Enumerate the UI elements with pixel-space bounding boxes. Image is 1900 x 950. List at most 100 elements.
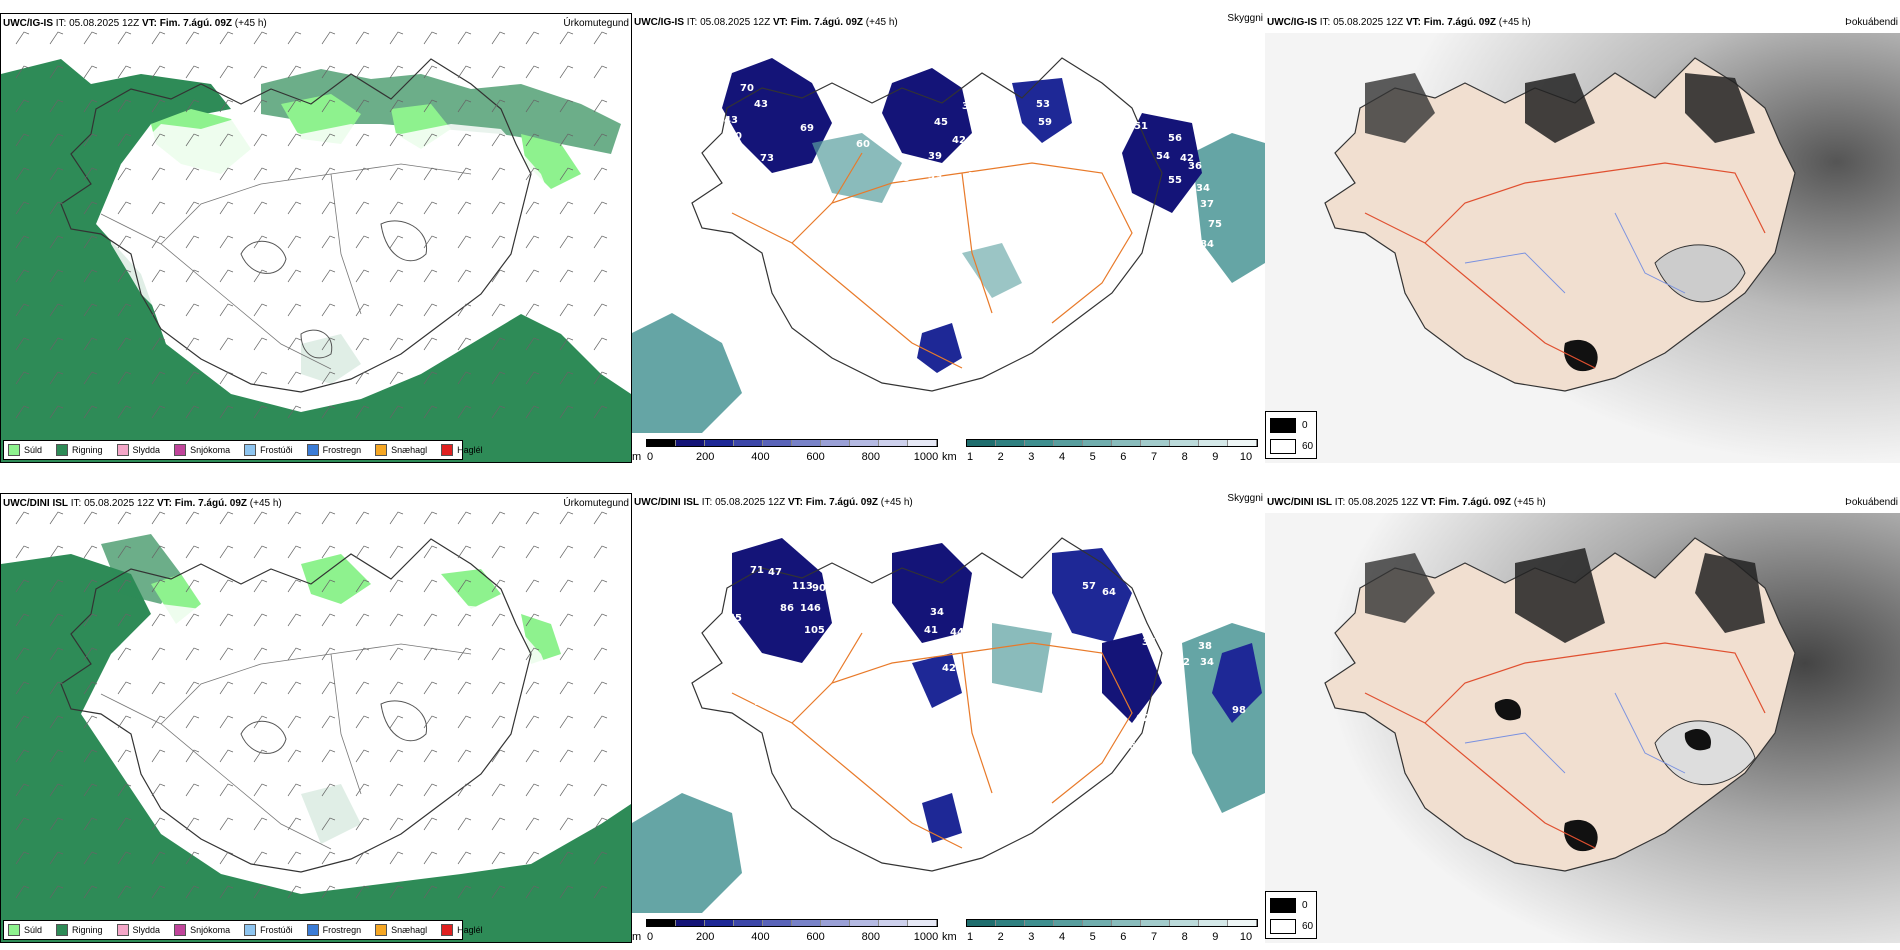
wind-barb xyxy=(389,817,404,831)
cloud-base-label: 89 xyxy=(944,731,958,742)
wind-barb xyxy=(389,681,404,695)
legend-item-súld: Súld xyxy=(8,444,42,456)
wind-barb xyxy=(151,65,166,79)
cloud-base-label: 57 xyxy=(1082,581,1096,592)
wind-barb xyxy=(287,269,302,283)
cloud-base-label: 41 xyxy=(942,375,956,386)
wind-barb xyxy=(593,545,608,559)
wind-barb xyxy=(355,579,370,593)
cloud-base-label: 34 xyxy=(930,607,944,618)
wind-barb xyxy=(117,511,132,525)
wind-barb xyxy=(423,269,438,283)
wind-barb xyxy=(151,269,166,283)
wind-barb xyxy=(83,851,98,865)
fog-swatch-0 xyxy=(1270,898,1296,913)
wind-barb xyxy=(185,545,200,559)
wind-barb xyxy=(83,167,98,181)
cloud-base-label: 38 xyxy=(1198,641,1212,652)
legend-item-snæhagl: Snæhagl xyxy=(375,444,427,456)
wind-barb xyxy=(593,817,608,831)
wind-barb xyxy=(559,885,574,899)
wind-barb xyxy=(321,715,336,729)
colorbar-cell xyxy=(1025,440,1054,446)
visibility-tick: 7 xyxy=(1150,931,1158,943)
valid-time: Fim. 7.ágú. 09Z xyxy=(1423,17,1496,28)
height-tick: 800 xyxy=(861,931,880,943)
wind-barb xyxy=(219,613,234,627)
wind-barb xyxy=(253,371,268,385)
wind-barb xyxy=(355,613,370,627)
height-tick: 400 xyxy=(751,451,770,463)
wind-barb xyxy=(185,337,200,351)
wind-barb xyxy=(423,235,438,249)
wind-barb xyxy=(219,511,234,525)
wind-barb xyxy=(83,269,98,283)
wind-barb xyxy=(491,99,506,113)
wind-barb xyxy=(83,749,98,763)
wind-barb xyxy=(287,681,302,695)
cloud-base-label: 45 xyxy=(934,117,948,128)
wind-barb xyxy=(185,783,200,797)
precip-type-panel-2: UWC/DINI ISL IT: 05.08.2025 12Z VT: Fim.… xyxy=(0,493,632,943)
cloud-base-label: 52 xyxy=(774,201,788,212)
fog-legend-item: 0 xyxy=(1270,898,1308,913)
colorbar-cell xyxy=(1170,440,1199,446)
wind-barb xyxy=(321,749,336,763)
wind-barb xyxy=(151,681,166,695)
wind-barb xyxy=(117,851,132,865)
wind-barb xyxy=(491,647,506,661)
cloud-base-label: 76 xyxy=(1150,581,1164,592)
wind-barb xyxy=(287,31,302,45)
wind-barb xyxy=(321,647,336,661)
lead-time: (+45 h) xyxy=(1498,17,1531,28)
wind-barb xyxy=(491,201,506,215)
wind-barb xyxy=(457,715,472,729)
wind-barb xyxy=(321,783,336,797)
wind-barb xyxy=(253,817,268,831)
wind-barb xyxy=(287,133,302,147)
wind-barb xyxy=(491,337,506,351)
colorbar-cell xyxy=(734,440,763,446)
wind-barb xyxy=(151,167,166,181)
wind-barb xyxy=(321,613,336,627)
valid-label: VT: xyxy=(1405,17,1421,28)
wind-barb xyxy=(185,681,200,695)
cloud-base-label: 34 xyxy=(1196,183,1210,194)
cloud-base-label: 55 xyxy=(1168,175,1182,186)
fog-map-1 xyxy=(1265,33,1900,463)
visibility-tick: 4 xyxy=(1058,931,1066,943)
cloud-base-label: 43 xyxy=(754,99,768,110)
wind-barb xyxy=(525,681,540,695)
wind-barb xyxy=(219,715,234,729)
wind-barb xyxy=(151,647,166,661)
wind-barb xyxy=(117,545,132,559)
wind-barb xyxy=(559,545,574,559)
wind-barb xyxy=(151,715,166,729)
wind-barb xyxy=(49,99,64,113)
wind-barb xyxy=(389,851,404,865)
wind-barb xyxy=(593,681,608,695)
wind-barb xyxy=(423,133,438,147)
legend-swatch xyxy=(441,444,454,456)
wind-barb xyxy=(423,749,438,763)
wind-barb xyxy=(219,65,234,79)
wind-barb xyxy=(83,885,98,899)
colorbar-cell xyxy=(1228,440,1257,446)
wind-barb xyxy=(423,545,438,559)
wind-barb xyxy=(593,851,608,865)
model-name: UWC/DINI ISL xyxy=(1267,497,1332,508)
wind-barb xyxy=(151,851,166,865)
cloud-base-label: 51 xyxy=(1134,121,1148,132)
wind-barb xyxy=(117,715,132,729)
wind-barb xyxy=(355,851,370,865)
wind-barb xyxy=(49,303,64,317)
height-tick: 0 xyxy=(646,931,654,943)
wind-barb xyxy=(49,749,64,763)
cloud-base-label: 75 xyxy=(1208,219,1222,230)
wind-barb xyxy=(83,405,98,419)
wind-barb xyxy=(287,851,302,865)
wind-barb xyxy=(559,31,574,45)
wind-barb xyxy=(219,405,234,419)
wind-barb xyxy=(525,65,540,79)
cloud-base-label: 21 xyxy=(1054,755,1068,766)
